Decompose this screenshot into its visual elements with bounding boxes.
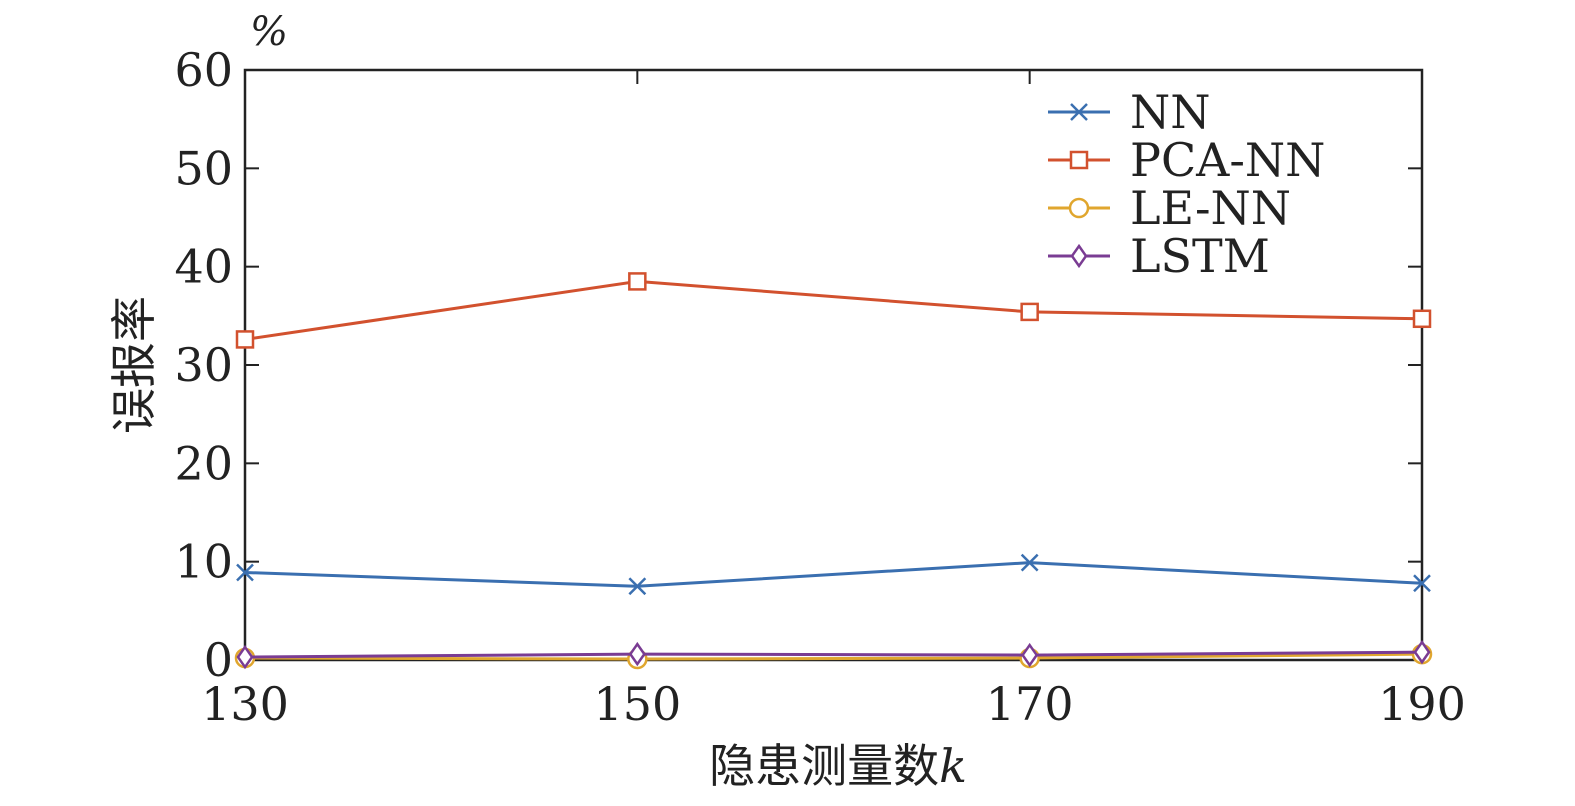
- series-line: [244, 561, 1423, 588]
- legend-item: PCA-NN: [1048, 133, 1325, 187]
- y-axis-ticks: 0 10 20 30 40 50 60: [174, 43, 1422, 687]
- y-tick-label: 30: [174, 338, 233, 392]
- data-point-x-stroke: [1020, 553, 1039, 572]
- data-point-x-stroke: [236, 563, 254, 582]
- x-axis-label-text: 隐患测量数: [709, 739, 939, 793]
- x-axis-label-variable: k: [939, 739, 967, 793]
- data-point-x-stroke: [1413, 574, 1431, 593]
- legend-label: LSTM: [1130, 229, 1270, 283]
- data-point-x: [1070, 103, 1088, 121]
- data-point-square: [1069, 150, 1089, 170]
- series-line: [244, 650, 1423, 659]
- x-axis-label: 隐患测量数k: [709, 739, 967, 793]
- x-axis-ticks: 130 150 170 190: [201, 70, 1466, 731]
- y-tick-label: 60: [174, 43, 233, 97]
- series-line: [244, 652, 1423, 661]
- legend-item: NN: [1048, 85, 1211, 139]
- y-tick-label: 50: [174, 141, 233, 195]
- data-point-square: [235, 330, 255, 349]
- x-tick-label: 170: [986, 677, 1074, 731]
- legend-item: LE-NN: [1048, 181, 1291, 235]
- legend-item: LSTM: [1048, 229, 1270, 283]
- data-point-x: [628, 577, 647, 596]
- y-unit-label: %: [250, 9, 288, 55]
- data-point-x: [1020, 553, 1039, 572]
- data-point-diamond: [1413, 639, 1431, 665]
- y-tick-label: 0: [204, 633, 233, 687]
- legend-label: NN: [1130, 85, 1211, 139]
- series-pca-nn: [235, 272, 1432, 349]
- data-point-diamond: [1021, 642, 1039, 668]
- legend-label: LE-NN: [1130, 181, 1291, 235]
- series-line: [244, 279, 1423, 341]
- legend-label: PCA-NN: [1130, 133, 1325, 187]
- series-lstm: [236, 639, 1431, 670]
- y-tick-label: 10: [174, 535, 233, 589]
- x-tick-label: 190: [1378, 677, 1466, 731]
- data-point-diamond: [236, 644, 254, 670]
- y-tick-label: 20: [174, 436, 233, 490]
- data-point-diamond: [1070, 243, 1088, 269]
- data-point-x: [1413, 574, 1431, 593]
- data-point-square: [1020, 302, 1039, 322]
- data-point-square: [1412, 309, 1432, 329]
- data-point-circle: [1068, 197, 1090, 219]
- data-point-x-stroke: [1070, 103, 1088, 121]
- x-tick-label: 130: [201, 677, 289, 731]
- series-nn: [236, 553, 1431, 596]
- y-tick-label: 40: [174, 240, 233, 294]
- data-point-square: [628, 272, 647, 291]
- data-point-x-stroke: [628, 577, 647, 596]
- data-point-x: [236, 563, 254, 582]
- series-layer: [234, 272, 1433, 670]
- data-point-diamond: [628, 641, 646, 667]
- y-axis-label: 误报率: [107, 296, 161, 434]
- x-tick-label: 150: [593, 677, 681, 731]
